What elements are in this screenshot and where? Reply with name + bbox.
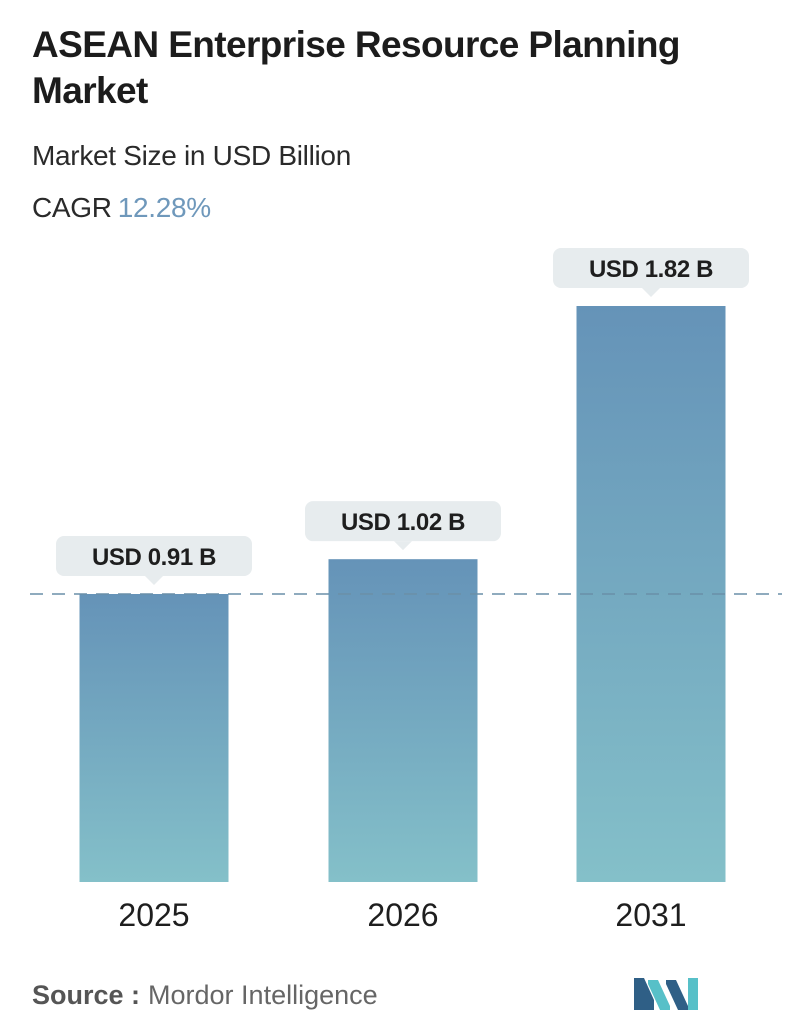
- x-tick-label-2025: 2025: [118, 897, 189, 933]
- bar-2026: [328, 559, 478, 882]
- x-tick-label-2026: 2026: [367, 897, 438, 933]
- cagr-value: 12.28%: [117, 192, 211, 223]
- chart-title: ASEAN Enterprise Resource Planning Marke…: [32, 24, 680, 111]
- data-label-text: USD 0.91 B: [92, 544, 216, 571]
- source-name: Mordor Intelligence: [148, 980, 378, 1010]
- mordor-intelligence-logo-icon: [634, 978, 698, 1010]
- data-label-text: USD 1.02 B: [341, 509, 465, 536]
- chart-subtitle: Market Size in USD Billion: [32, 140, 351, 171]
- data-label-text: USD 1.82 B: [589, 256, 713, 283]
- bar-2025: [79, 594, 229, 882]
- source-label: Source :: [32, 980, 141, 1010]
- x-tick-label-2031: 2031: [615, 897, 686, 933]
- source-line: Source : Mordor Intelligence: [32, 980, 378, 1011]
- data-label-2025: USD 0.91 B: [56, 536, 252, 585]
- data-label-2026: USD 1.02 B: [305, 501, 501, 551]
- cagr-label: CAGR: [32, 192, 112, 223]
- data-label-2031: USD 1.82 B: [553, 248, 749, 297]
- cagr-line: CAGR 12.28%: [32, 192, 211, 224]
